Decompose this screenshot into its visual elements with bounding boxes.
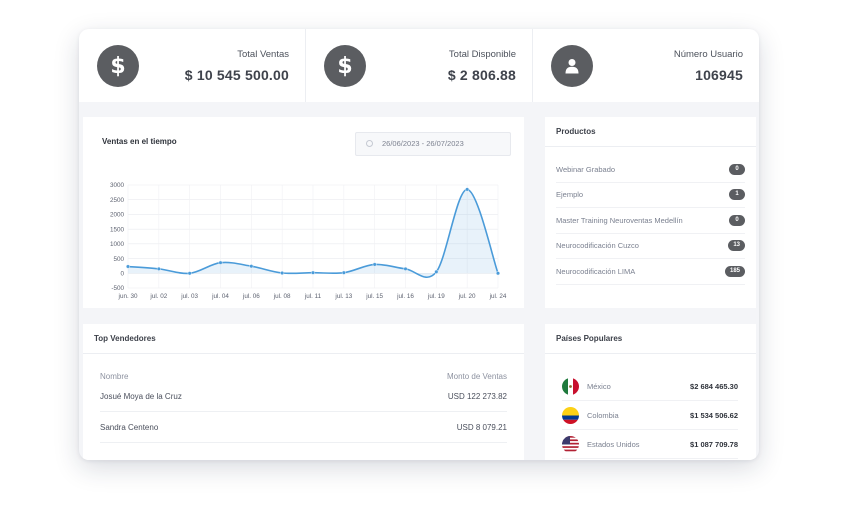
data-point xyxy=(218,260,223,265)
calendar-icon xyxy=(366,140,373,147)
x-tick-label: jul. 04 xyxy=(211,293,229,300)
product-name: Ejemplo xyxy=(556,190,584,200)
kpi-label: Total Ventas xyxy=(237,49,289,60)
product-item[interactable]: Webinar Grabado 0 xyxy=(556,157,745,183)
data-point xyxy=(187,271,192,276)
data-point xyxy=(280,270,285,275)
y-tick-label: -500 xyxy=(111,285,124,292)
seller-amount: USD 8 079.21 xyxy=(456,422,507,432)
product-count-badge: 0 xyxy=(729,163,745,175)
countries-list: México $2 684 465.30 Colombia $1 534 506… xyxy=(545,354,756,459)
countries-title: Países Populares xyxy=(545,324,756,354)
y-tick-label: 2000 xyxy=(110,212,125,219)
usa-flag-icon xyxy=(562,435,579,453)
sellers-table-header: Nombre Monto de Ventas xyxy=(83,354,524,381)
column-header-amount: Monto de Ventas xyxy=(446,372,507,381)
user-icon xyxy=(551,45,593,87)
x-tick-label: jul. 02 xyxy=(149,293,167,300)
y-tick-label: 0 xyxy=(120,270,124,277)
kpi-total-disponible: $ Total Disponible $ 2 806.88 xyxy=(306,29,533,102)
kpi-total-ventas: $ Total Ventas $ 10 545 500.00 xyxy=(79,29,306,102)
y-tick-label: 2500 xyxy=(110,197,125,204)
products-title: Productos xyxy=(545,117,756,147)
kpi-value: $ 2 806.88 xyxy=(447,67,516,83)
sales-chart-card: Ventas en el tiempo 26/06/2023 - 26/07/2… xyxy=(83,117,524,308)
x-tick-label: jul. 19 xyxy=(427,293,445,300)
top-sellers-card: Top Vendedores Nombre Monto de Ventas Jo… xyxy=(83,324,524,460)
y-tick-label: 1000 xyxy=(110,241,125,248)
x-tick-label: jul. 03 xyxy=(180,293,198,300)
country-row[interactable]: Estados Unidos $1 087 709.78 xyxy=(562,430,738,459)
product-count-badge: 1 xyxy=(729,189,745,201)
product-name: Neurocodificación LIMA xyxy=(556,266,636,276)
table-row[interactable]: Sandra Centeno USD 8 079.21 xyxy=(100,412,507,443)
product-count-badge: 185 xyxy=(724,265,745,277)
product-name: Master Training Neuroventas Medellín xyxy=(556,215,683,225)
column-header-name: Nombre xyxy=(100,372,129,381)
x-tick-label: jul. 16 xyxy=(396,293,414,300)
data-point xyxy=(465,187,470,192)
data-point xyxy=(403,266,408,271)
data-point xyxy=(496,271,501,276)
seller-name: Sandra Centeno xyxy=(100,422,159,432)
data-point xyxy=(156,266,161,271)
x-tick-label: jul. 20 xyxy=(458,293,476,300)
product-item[interactable]: Master Training Neuroventas Medellín 0 xyxy=(556,208,745,234)
sellers-title: Top Vendedores xyxy=(83,324,524,354)
x-tick-label: jul. 15 xyxy=(365,293,383,300)
data-point xyxy=(341,270,346,275)
date-range-picker[interactable]: 26/06/2023 - 26/07/2023 xyxy=(355,132,511,156)
y-tick-label: 3000 xyxy=(110,182,125,189)
table-row[interactable]: Josué Moya de la Cruz USD 122 273.82 xyxy=(100,381,507,412)
kpi-strip: $ Total Ventas $ 10 545 500.00 $ Total D… xyxy=(79,29,759,102)
seller-amount: USD 122 273.82 xyxy=(447,391,507,401)
product-name: Webinar Grabado xyxy=(556,164,616,174)
product-item[interactable]: Neurocodificación LIMA 185 xyxy=(556,259,745,285)
dashboard-window: $ Total Ventas $ 10 545 500.00 $ Total D… xyxy=(79,29,759,460)
data-point xyxy=(372,262,377,267)
country-row[interactable]: México $2 684 465.30 xyxy=(562,372,738,401)
product-count-badge: 0 xyxy=(729,214,745,226)
x-tick-label: jul. 13 xyxy=(334,293,352,300)
dollar-icon: $ xyxy=(324,45,366,87)
x-tick-label: jun. 30 xyxy=(118,293,138,300)
product-item[interactable]: Ejemplo 1 xyxy=(556,183,745,208)
mexico-flag-icon xyxy=(562,377,579,395)
kpi-numero-usuario: Número Usuario 106945 xyxy=(533,29,759,102)
x-tick-label: jul. 08 xyxy=(273,293,291,300)
product-count-badge: 13 xyxy=(728,240,745,252)
date-range-text: 26/06/2023 - 26/07/2023 xyxy=(382,139,464,148)
kpi-value: 106945 xyxy=(695,67,743,83)
products-card: Productos Webinar Grabado 0 Ejemplo 1 Ma… xyxy=(545,117,756,308)
country-value: $1 534 506.62 xyxy=(690,410,738,420)
colombia-flag-icon xyxy=(562,406,579,424)
x-tick-label: jul. 11 xyxy=(304,293,322,300)
product-item[interactable]: Neurocodificación Cuzco 13 xyxy=(556,234,745,259)
data-point xyxy=(249,264,254,269)
x-tick-label: jul. 06 xyxy=(242,293,260,300)
country-row[interactable]: Colombia $1 534 506.62 xyxy=(562,401,738,430)
dollar-icon: $ xyxy=(97,45,139,87)
y-tick-label: 500 xyxy=(113,256,124,263)
product-name: Neurocodificación Cuzco xyxy=(556,241,639,251)
kpi-label: Número Usuario xyxy=(673,49,743,60)
country-value: $2 684 465.30 xyxy=(690,381,738,391)
data-point xyxy=(434,269,439,274)
seller-name: Josué Moya de la Cruz xyxy=(100,391,182,401)
chart-title: Ventas en el tiempo xyxy=(102,137,177,146)
popular-countries-card: Países Populares México $2 684 465.30 Co… xyxy=(545,324,756,460)
data-point xyxy=(310,270,315,275)
y-tick-label: 1500 xyxy=(110,226,125,233)
country-value: $1 087 709.78 xyxy=(690,439,738,449)
kpi-label: Total Disponible xyxy=(448,49,516,60)
country-name: México xyxy=(587,381,611,391)
data-point xyxy=(126,264,131,269)
x-tick-label: jul. 24 xyxy=(489,293,507,300)
kpi-value: $ 10 545 500.00 xyxy=(184,67,289,83)
country-name: Estados Unidos xyxy=(587,439,640,449)
products-list: Webinar Grabado 0 Ejemplo 1 Master Train… xyxy=(545,147,756,285)
country-name: Colombia xyxy=(587,410,619,420)
